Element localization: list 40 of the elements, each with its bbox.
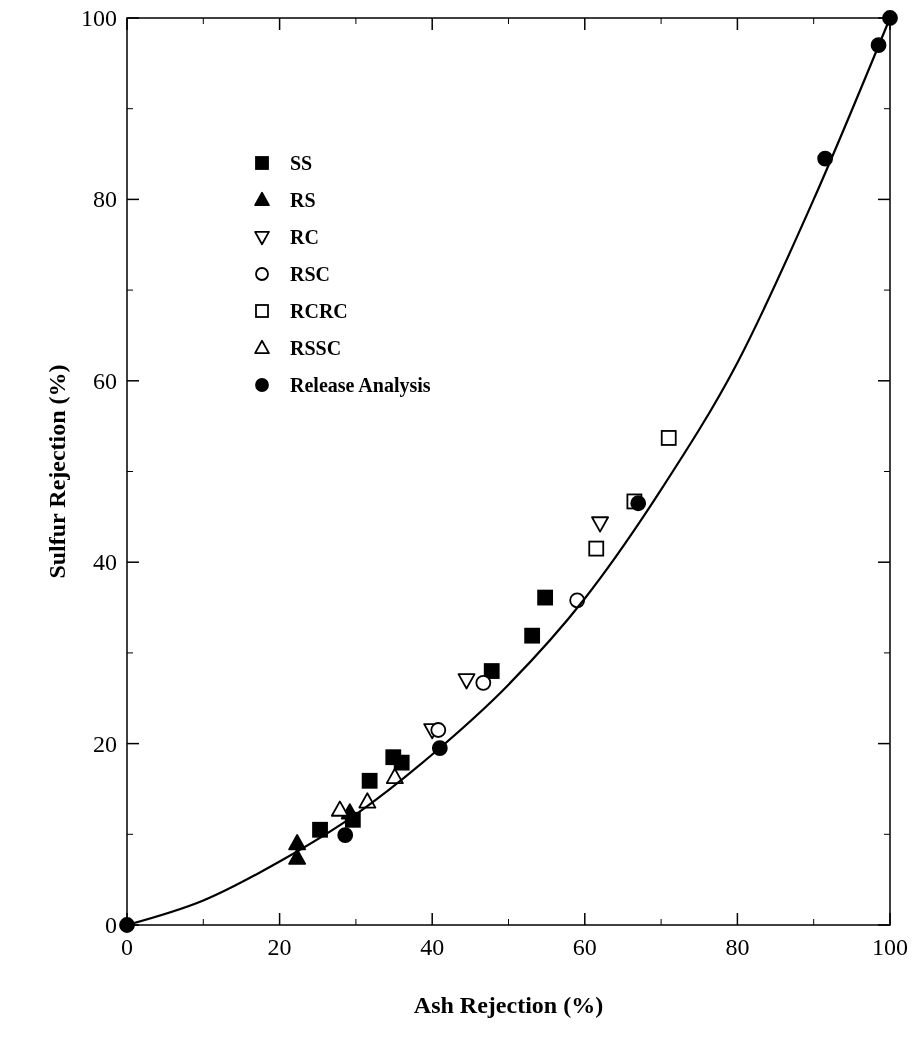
point (524, 627, 541, 644)
point (882, 10, 898, 26)
point (385, 767, 404, 785)
point (312, 821, 328, 838)
legend-label: SS (290, 152, 313, 174)
y-tick-label: 0 (105, 912, 117, 938)
point (483, 663, 500, 679)
point (630, 495, 647, 512)
legend-label: RC (290, 226, 319, 248)
point (119, 917, 135, 933)
y-tick-label: 20 (93, 730, 117, 757)
y-tick-label: 100 (81, 5, 117, 31)
legend-label: RS (290, 189, 316, 211)
x-tick-label: 20 (267, 934, 292, 960)
point (288, 848, 307, 865)
point (393, 754, 410, 771)
point (588, 540, 605, 557)
y-axis-title: Sulfur Rejection (%) (44, 364, 70, 579)
point (591, 516, 610, 533)
point (337, 827, 354, 844)
point (475, 674, 492, 691)
x-tick-label: 60 (572, 934, 597, 960)
x-tick-label: 0 (121, 934, 133, 960)
y-tick-label: 40 (93, 549, 117, 576)
x-tick-label: 40 (420, 934, 445, 960)
x-axis-title: Ash Rejection (%) (413, 992, 604, 1018)
point (330, 800, 349, 817)
legend-label: RSC (290, 263, 331, 285)
legend-label: RCRC (290, 300, 348, 322)
point (361, 772, 378, 789)
point (457, 673, 476, 690)
x-tick-label: 100 (872, 934, 908, 960)
point (660, 430, 677, 446)
point (430, 722, 447, 738)
y-tick-label: 80 (93, 186, 117, 213)
y-tick-label: 60 (93, 367, 117, 394)
point (537, 589, 554, 606)
x-tick-label: 80 (725, 934, 750, 960)
legend-label: Release Analysis (290, 374, 431, 397)
legend-label: RSSC (290, 337, 342, 359)
